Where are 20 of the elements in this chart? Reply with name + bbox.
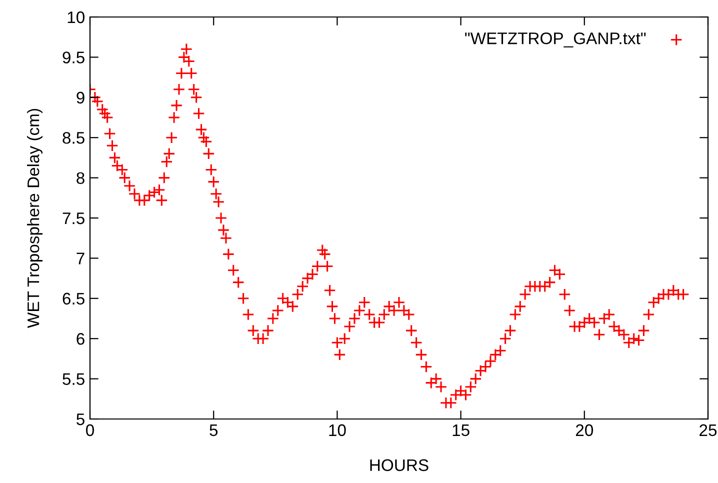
x-tick-label: 20	[576, 424, 594, 436]
legend-label: "WETZTROP_GANP.txt"	[465, 32, 646, 48]
x-tick-label: 25	[700, 424, 717, 436]
x-tick-label: 5	[210, 424, 218, 436]
y-tick-label: 10	[68, 11, 84, 24]
y-tick-label: 8	[76, 172, 84, 184]
y-tick-label: 7	[76, 252, 84, 264]
y-axis-title: WET Troposphere Delay (cm)	[26, 108, 43, 328]
x-tick-label: 10	[329, 424, 346, 436]
y-tick-label: 5.5	[62, 373, 84, 386]
y-tick-label: 9.5	[62, 52, 84, 64]
y-tick-label: 7.5	[62, 212, 84, 224]
x-tick-label: 15	[452, 424, 470, 436]
y-tick-label: 5	[76, 414, 84, 426]
y-tick-label: 9	[76, 92, 84, 104]
y-tick-label: 6.5	[62, 292, 84, 305]
x-tick-label: 0	[86, 424, 94, 436]
y-tick-label: 6	[76, 333, 84, 345]
x-axis-title: HOURS	[370, 459, 428, 472]
y-tick-label: 8.5	[62, 132, 84, 144]
